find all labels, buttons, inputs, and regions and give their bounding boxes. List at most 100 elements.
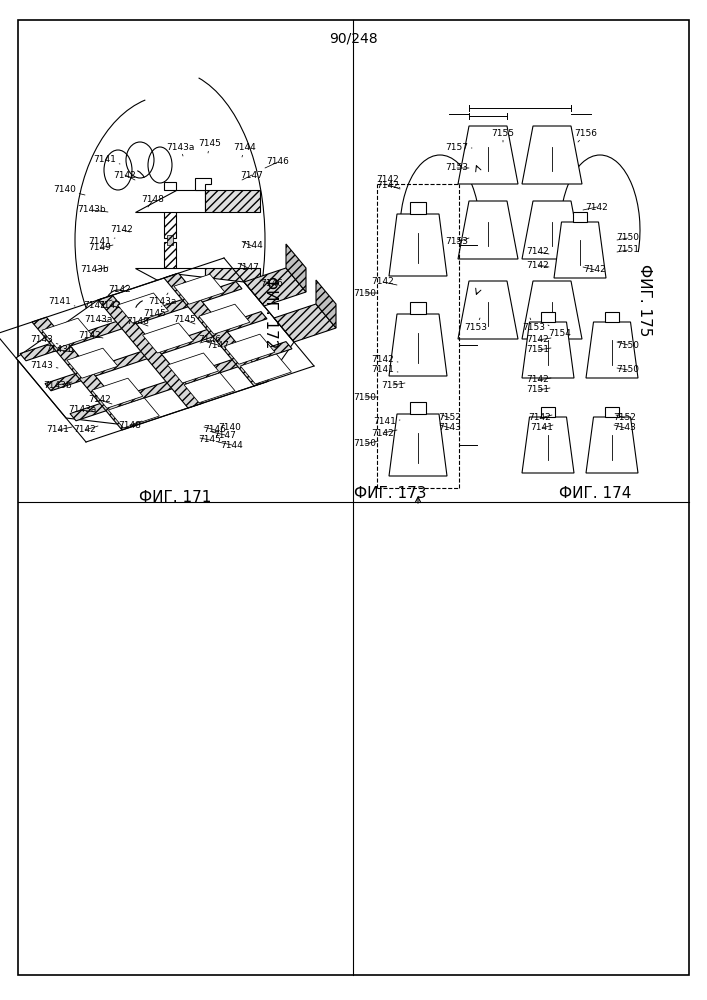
Text: 7150: 7150 — [354, 440, 378, 448]
Text: 7143b: 7143b — [44, 380, 72, 389]
Polygon shape — [586, 417, 638, 473]
Polygon shape — [164, 242, 176, 270]
Polygon shape — [274, 304, 336, 342]
Text: 7143: 7143 — [438, 424, 462, 432]
Text: 7141: 7141 — [93, 155, 120, 164]
Polygon shape — [184, 373, 235, 403]
Text: 7142: 7142 — [377, 180, 400, 190]
Text: 7141: 7141 — [47, 426, 72, 434]
Text: 7157: 7157 — [445, 143, 472, 152]
Text: 7142: 7142 — [110, 226, 134, 234]
Polygon shape — [20, 282, 242, 361]
Text: 7153: 7153 — [522, 318, 546, 332]
Text: 7155: 7155 — [491, 128, 515, 142]
Text: 7143a: 7143a — [84, 316, 112, 324]
Polygon shape — [174, 274, 225, 304]
Polygon shape — [167, 235, 173, 245]
Text: ФИГ. 174: ФИГ. 174 — [559, 487, 631, 502]
Text: 7151: 7151 — [617, 245, 640, 254]
Polygon shape — [522, 281, 582, 339]
Polygon shape — [573, 212, 587, 222]
Text: 7143b: 7143b — [81, 265, 110, 274]
Polygon shape — [42, 318, 93, 348]
Polygon shape — [410, 202, 426, 214]
Text: 7142: 7142 — [527, 247, 549, 256]
Text: 7142: 7142 — [583, 202, 609, 212]
Text: 7142: 7142 — [372, 428, 397, 438]
Polygon shape — [522, 201, 582, 259]
Text: 7143a: 7143a — [148, 293, 176, 306]
Polygon shape — [143, 323, 194, 353]
Text: ФИГ. 173: ФИГ. 173 — [354, 487, 426, 502]
Text: 7144: 7144 — [240, 241, 264, 250]
Text: 7142: 7142 — [527, 375, 551, 384]
Text: 7140: 7140 — [215, 424, 241, 432]
Text: 7154: 7154 — [548, 325, 571, 338]
Text: 7152: 7152 — [438, 414, 462, 422]
Text: 7156: 7156 — [575, 128, 597, 142]
Text: 7145: 7145 — [199, 139, 221, 153]
Text: 7147: 7147 — [212, 430, 236, 440]
Text: 7146: 7146 — [199, 336, 221, 344]
Text: 7151: 7151 — [527, 346, 551, 355]
Polygon shape — [286, 244, 306, 292]
Text: 7146: 7146 — [204, 426, 226, 434]
Polygon shape — [522, 126, 582, 184]
Polygon shape — [244, 268, 306, 306]
Polygon shape — [195, 178, 211, 190]
Text: 7142: 7142 — [74, 426, 98, 434]
Polygon shape — [389, 214, 447, 276]
Polygon shape — [541, 407, 555, 417]
Text: 7147: 7147 — [206, 340, 230, 350]
Text: 7151: 7151 — [382, 380, 405, 389]
Polygon shape — [168, 353, 218, 383]
Polygon shape — [45, 312, 267, 391]
Text: 7141: 7141 — [88, 237, 115, 246]
Polygon shape — [522, 322, 574, 378]
Text: 7142: 7142 — [372, 277, 397, 286]
Text: 7143a: 7143a — [68, 406, 96, 414]
Text: 7141: 7141 — [530, 424, 554, 432]
Polygon shape — [98, 295, 202, 408]
Polygon shape — [458, 201, 518, 259]
Polygon shape — [458, 281, 518, 339]
Text: 90/248: 90/248 — [329, 31, 378, 45]
Text: 7142: 7142 — [527, 336, 551, 344]
Polygon shape — [605, 312, 619, 322]
Text: 7142: 7142 — [527, 260, 549, 269]
Text: 7148: 7148 — [127, 318, 149, 326]
Text: 7143b: 7143b — [46, 346, 74, 355]
Polygon shape — [541, 312, 555, 322]
Text: 7143a: 7143a — [166, 142, 194, 156]
Polygon shape — [16, 274, 294, 426]
Text: 7153: 7153 — [445, 163, 469, 172]
Text: 7146: 7146 — [265, 157, 289, 168]
Polygon shape — [92, 378, 143, 408]
Polygon shape — [389, 314, 447, 376]
Polygon shape — [205, 190, 260, 212]
Text: 7147: 7147 — [240, 170, 264, 180]
Text: ФИГ. 175: ФИГ. 175 — [638, 264, 653, 336]
Text: 7142: 7142 — [109, 285, 132, 294]
Text: 7142: 7142 — [529, 414, 552, 422]
Text: 7144: 7144 — [218, 440, 243, 450]
Text: 7150: 7150 — [617, 340, 640, 350]
Polygon shape — [67, 348, 118, 378]
Text: 7145: 7145 — [199, 436, 221, 444]
Text: 7141: 7141 — [83, 300, 112, 310]
Polygon shape — [240, 354, 291, 384]
Text: 7150: 7150 — [354, 288, 378, 298]
Text: 7150: 7150 — [354, 392, 378, 401]
Polygon shape — [205, 268, 260, 290]
Polygon shape — [135, 182, 205, 212]
Text: 7140: 7140 — [54, 186, 85, 195]
Polygon shape — [522, 417, 574, 473]
Text: 7141: 7141 — [373, 418, 400, 426]
Text: 7150: 7150 — [617, 233, 640, 242]
Polygon shape — [164, 210, 176, 238]
Text: 7150: 7150 — [617, 365, 640, 374]
Text: 7151: 7151 — [527, 385, 550, 394]
Text: 7148: 7148 — [119, 420, 142, 430]
Text: 7142: 7142 — [372, 356, 398, 364]
Polygon shape — [70, 342, 292, 421]
